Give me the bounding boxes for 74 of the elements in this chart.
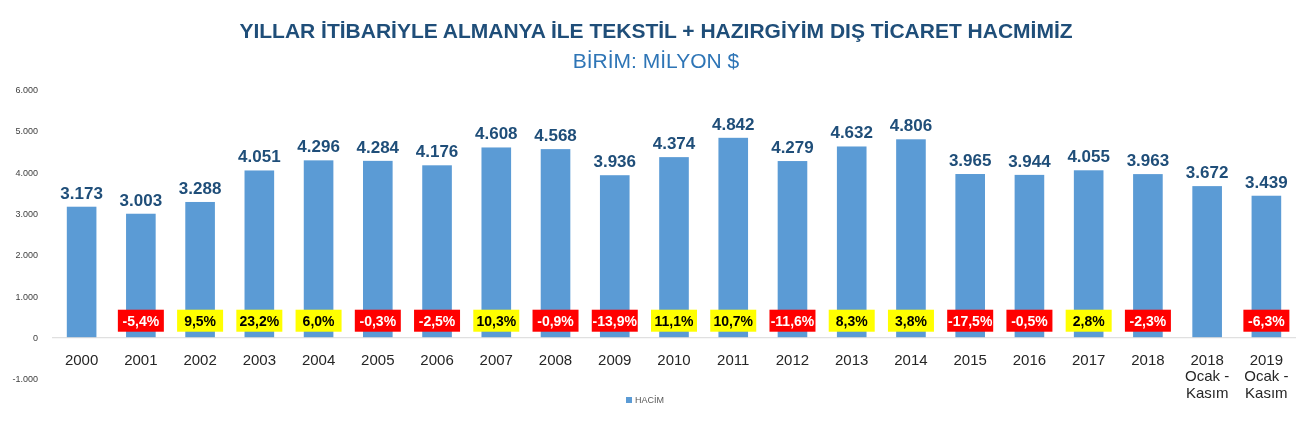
text: 4.284 <box>356 137 400 157</box>
text: 3.944 <box>1008 151 1051 171</box>
annotation: -2,3% <box>1129 312 1167 329</box>
annotation: -2,5% <box>418 312 456 329</box>
x-tick-label: 2010 <box>657 350 691 368</box>
y-tick-label: -1.000 <box>12 374 38 385</box>
annotation: 23,2% <box>239 312 280 329</box>
text: 3.439 <box>1245 172 1288 192</box>
x-tick-label: 2016 <box>1012 350 1047 368</box>
x-tick-label: 2005 <box>361 350 395 368</box>
annotation: 9,5% <box>184 312 217 329</box>
y-tick-label: 5.000 <box>15 126 38 137</box>
x-tick-label: 2013 <box>835 350 869 368</box>
y-tick-label: 6.000 <box>15 85 38 96</box>
text: 4.632 <box>830 123 873 143</box>
x-tick-label: 2018 <box>1131 350 1165 368</box>
text: 4.055 <box>1067 147 1110 167</box>
annotation: 2,8% <box>1072 312 1106 329</box>
annotation: -11,6% <box>770 312 815 329</box>
y-tick-label: 0 <box>32 332 38 343</box>
annotation: -0,5% <box>1011 312 1049 329</box>
text: 4.806 <box>889 116 933 136</box>
legend-label: HACİM <box>635 395 664 405</box>
x-tick-label: 2008 <box>538 350 573 368</box>
annotation: -0,9% <box>537 312 575 329</box>
text: 3.173 <box>60 183 103 203</box>
y-tick-label: 2.000 <box>15 250 38 261</box>
x-tick-label: 2019 Ocak - Kasım <box>1244 350 1289 401</box>
annotation: 10,3% <box>476 312 517 329</box>
annotation: 6,0% <box>302 312 336 329</box>
annotation: -5,4% <box>122 312 160 329</box>
x-tick-label: 2009 <box>598 350 632 368</box>
x-tick-label: 2015 <box>953 350 987 368</box>
x-tick-label: 2012 <box>775 350 810 368</box>
annotation: 3,8% <box>894 312 928 329</box>
x-tick-label: 2018 Ocak - Kasım <box>1185 350 1230 401</box>
annotation: -6,3% <box>1248 312 1286 329</box>
x-tick-label: 2001 <box>124 350 158 368</box>
text: 4.296 <box>297 137 340 157</box>
x-tick-label: 2014 <box>894 350 928 368</box>
annotation: -13,9% <box>592 312 638 329</box>
y-tick-label: 3.000 <box>15 209 38 220</box>
text: 4.176 <box>415 142 459 162</box>
chart-title: YILLAR İTİBARİYLE ALMANYA İLE TEKSTİL + HAZIRGİYİM DIŞ TİCARET HACMİMİZ <box>239 19 1073 42</box>
annotation: 8,3% <box>835 312 869 329</box>
chart-subtitle: BİRİM: MİLYON $ <box>572 49 740 72</box>
text: 3.672 <box>1185 163 1229 183</box>
text: 4.608 <box>475 124 518 144</box>
bar <box>66 206 97 338</box>
bar <box>1192 186 1222 338</box>
text: 3.963 <box>1126 151 1170 171</box>
x-tick-label: 2011 <box>717 350 750 368</box>
y-tick-label: 4.000 <box>15 167 38 178</box>
x-tick-label: 2003 <box>242 350 277 368</box>
annotation: -0,3% <box>359 312 397 329</box>
annotation: -17,5% <box>948 312 993 329</box>
text: 3.288 <box>178 178 222 198</box>
text: 4.051 <box>238 147 281 167</box>
x-tick-label: 2017 <box>1071 350 1106 368</box>
y-tick-label: 1.000 <box>15 291 38 302</box>
x-tick-label: 2007 <box>479 350 513 368</box>
x-tick-label: 2000 <box>64 350 99 368</box>
text: 4.842 <box>711 114 755 134</box>
text: 3.936 <box>593 152 637 172</box>
text: 4.374 <box>652 134 696 154</box>
x-tick-label: 2002 <box>183 350 217 368</box>
text: 3.003 <box>119 190 163 210</box>
annotation: 11,1% <box>654 312 695 329</box>
x-tick-label: 2004 <box>301 350 336 368</box>
annotation: 10,7% <box>713 312 754 329</box>
text: 4.279 <box>771 138 814 158</box>
x-tick-label: 2006 <box>420 350 454 368</box>
text: 3.965 <box>948 151 992 171</box>
text: 4.568 <box>534 126 577 146</box>
